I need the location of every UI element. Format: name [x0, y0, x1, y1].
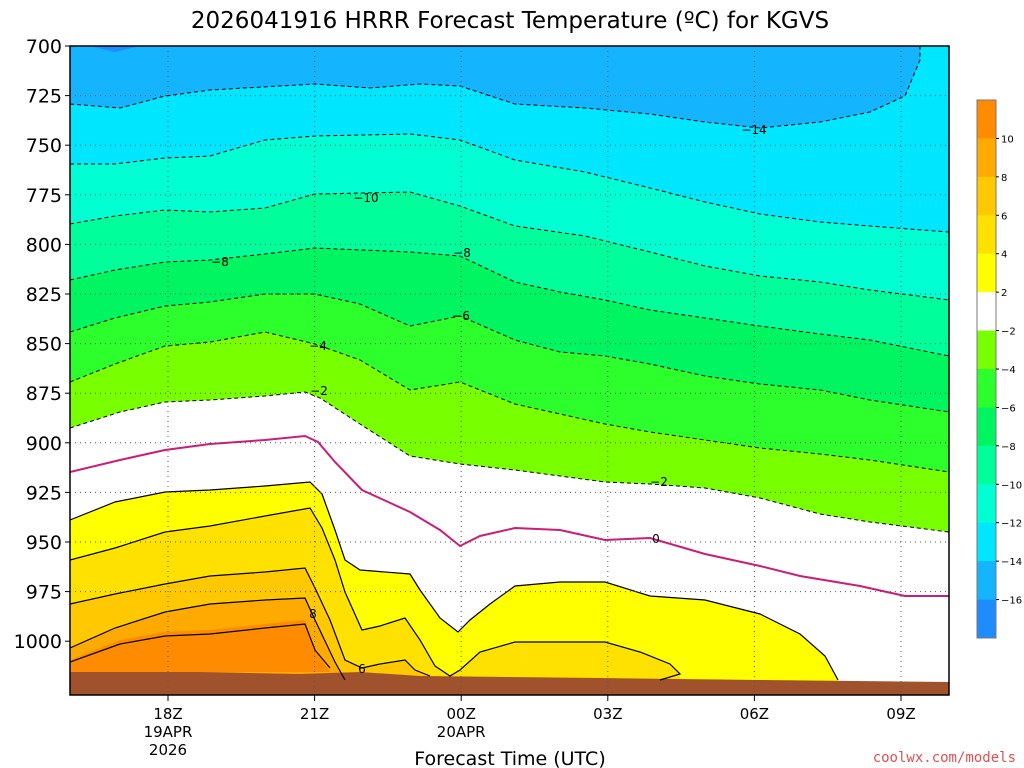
x-tick-date: 20APR	[437, 723, 486, 741]
gridlines	[70, 46, 949, 695]
colorbar-label: −10	[1001, 480, 1022, 491]
colorbar-segment	[977, 176, 996, 216]
contour-label: 6	[358, 662, 366, 676]
colorbar-label: 4	[1001, 250, 1007, 261]
x-tick-label: 09Z	[886, 705, 915, 723]
x-tick-label: 03Z	[593, 705, 622, 723]
isotherm-minus-14	[70, 46, 921, 129]
y-tick-label: 800	[26, 234, 62, 256]
colorbar-label: −8	[1001, 442, 1016, 453]
ground-surface	[70, 672, 949, 695]
contour-label: −8	[453, 246, 471, 260]
x-tick-label: 18Z	[153, 705, 182, 723]
contour-fill-layer	[70, 46, 949, 695]
isotherm-plus-8	[70, 597, 346, 681]
contour-label: −2	[310, 384, 328, 398]
colorbar-label: 8	[1001, 173, 1007, 184]
colorbar: 10 8 6 4 2 −2 −4 −6 −8 −10 −12 −14 −16	[976, 99, 1022, 639]
colorbar-label: −12	[1001, 519, 1022, 530]
colorbar-segment	[977, 330, 996, 370]
isotherm-minus-6	[70, 293, 949, 413]
x-tick-label: 00Z	[447, 705, 476, 723]
contour-label: −2	[650, 475, 668, 489]
colorbar-label: −2	[1001, 327, 1016, 338]
isotherm-minus-8	[70, 247, 949, 357]
colorbar-segment	[977, 215, 996, 255]
y-tick-label: 700	[26, 36, 62, 58]
colorbar-label: −14	[1001, 557, 1022, 568]
isotherm-minus-12	[70, 133, 949, 233]
contour-label: −14	[741, 123, 766, 137]
colorbar-label: −6	[1001, 403, 1016, 414]
y-axis: 700 725 750 775 800 825 850 875 900 925 950 975 1000	[14, 36, 70, 653]
y-tick-label: 925	[26, 482, 62, 504]
y-tick-label: 950	[26, 532, 62, 554]
zero-and-positive-isotherms	[70, 434, 949, 681]
colorbar-segment	[977, 292, 996, 332]
isotherm-minus-2	[70, 391, 949, 533]
colorbar-segment	[977, 253, 996, 293]
isotherm-zero	[70, 434, 949, 597]
colorbar-label: 6	[1001, 211, 1007, 222]
colorbar-segment	[977, 561, 996, 601]
colorbar-segment	[977, 369, 996, 408]
band-plus-10	[70, 620, 330, 672]
credit-text[interactable]: coolwx.com/models	[873, 750, 1016, 766]
y-tick-label: 750	[26, 135, 62, 157]
y-tick-label: 775	[26, 185, 62, 207]
colorbar-label: 10	[1001, 134, 1014, 145]
colorbar-label: −4	[1001, 365, 1016, 376]
colorbar-segment	[977, 484, 996, 524]
y-tick-label: 900	[26, 433, 62, 455]
x-tick-label: 21Z	[300, 705, 329, 723]
chart-title: 2026041916 HRRR Forecast Temperature (ºC…	[191, 8, 829, 34]
colorbar-label: −16	[1001, 596, 1022, 607]
x-tick-label: 06Z	[740, 705, 769, 723]
colorbar-segment	[977, 138, 996, 178]
contour-label: −4	[309, 339, 327, 353]
colorbar-segment	[977, 100, 996, 139]
colorbar-segment	[977, 445, 996, 485]
isotherm-plus-10	[70, 623, 331, 669]
colorbar-segment	[977, 407, 996, 447]
contour-label: 0	[652, 532, 660, 546]
x-axis-label: Forecast Time (UTC)	[414, 748, 605, 768]
colorbar-segment	[977, 522, 996, 562]
plot-frame	[69, 45, 950, 696]
y-tick-label: 975	[26, 582, 62, 604]
x-tick-date: 19APR	[144, 723, 193, 741]
contour-label: −10	[353, 191, 378, 205]
isotherm-plus-6	[70, 567, 431, 677]
y-tick-label: 1000	[14, 631, 62, 653]
isotherm-plus-4	[70, 507, 682, 681]
x-tick-year: 2026	[149, 741, 187, 759]
y-tick-label: 725	[26, 86, 62, 108]
colorbar-segment	[977, 599, 996, 639]
contour-label: −8	[211, 255, 229, 269]
band-minus-14	[70, 46, 920, 128]
isotherm-plus-2	[70, 481, 839, 681]
isotherm-minus-4	[70, 331, 949, 473]
colorbar-label: 2	[1001, 288, 1007, 299]
negative-isotherms	[70, 46, 949, 533]
y-tick-label: 850	[26, 334, 62, 356]
contour-label: 8	[309, 607, 317, 621]
y-tick-label: 875	[26, 383, 62, 405]
y-tick-label: 825	[26, 284, 62, 306]
